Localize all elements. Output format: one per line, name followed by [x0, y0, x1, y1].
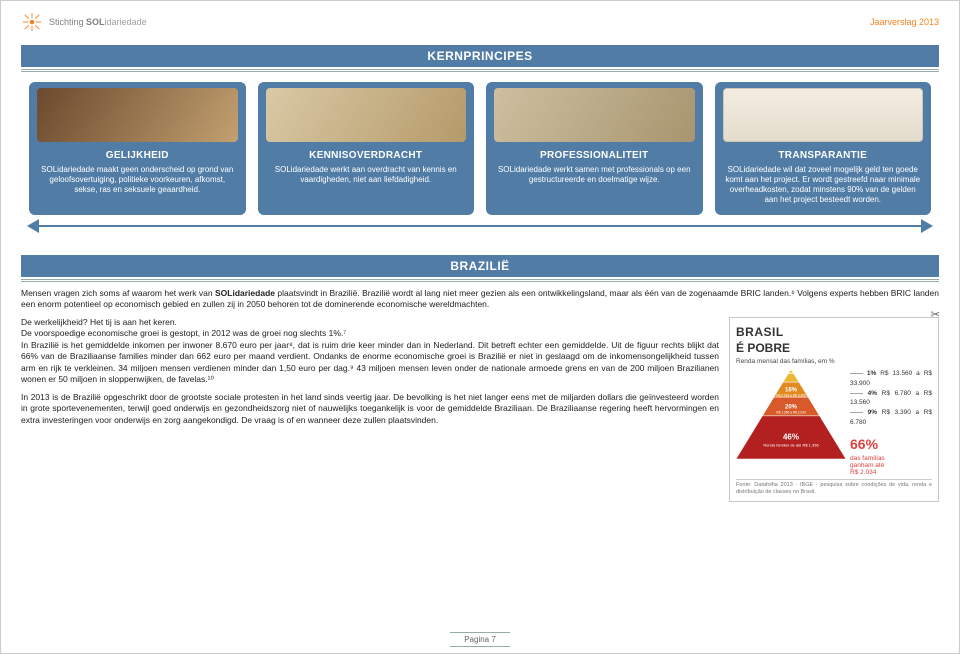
- pyramid-desc: Renda mensal das famílias, em %: [736, 358, 932, 366]
- card-title: TRANSPARANTIE: [778, 150, 867, 161]
- pyramid-footnote: Fonte: Datafolha 2013 · IBGE · pesquisa …: [736, 479, 932, 497]
- divider: [21, 279, 939, 282]
- page-number: Pagina 7: [450, 632, 510, 647]
- pyramid-legend-row: —— 4% R$ 6.780 a R$ 13.560: [850, 389, 932, 409]
- pyramid-legend: —— 1% R$ 13.560 a R$ 33.900—— 4% R$ 6.78…: [850, 369, 932, 476]
- org-name: Stichting SOLidariedade: [49, 17, 147, 27]
- pyramid-legend-row: —— 1% R$ 13.560 a R$ 33.900: [850, 369, 932, 389]
- divider: [21, 69, 939, 72]
- pyramid-infographic: ✂ BRASIL É POBRE Renda mensal das famíli…: [729, 317, 939, 502]
- card-gelijkheid: GELIJKHEID SOLidariedade maakt geen onde…: [29, 82, 246, 215]
- paragraph: In 2013 is de Brazilië opgeschrikt door …: [21, 392, 719, 426]
- card-image: [266, 88, 467, 142]
- card-title: KENNISOVERDRACHT: [309, 150, 422, 161]
- pyramid-chart: 16%R$ 2.034 a R$ 3.39020%R$ 1.356 a R$ 2…: [736, 369, 846, 461]
- principle-cards-row: GELIJKHEID SOLidariedade maakt geen onde…: [21, 82, 939, 233]
- paragraph: De werkelijkheid? Het tij is aan het ker…: [21, 317, 719, 386]
- svg-text:Renda familiar de até R$ 1.356: Renda familiar de até R$ 1.356: [763, 443, 819, 448]
- logo-block: Stichting SOLidariedade: [21, 11, 147, 33]
- pyramid-subtitle: É POBRE: [736, 340, 932, 356]
- section-brazilie: BRAZILIË: [21, 255, 939, 282]
- svg-text:R$ 1.356 a R$ 2.034: R$ 1.356 a R$ 2.034: [776, 411, 806, 415]
- page-footer: Pagina 7: [1, 629, 959, 647]
- card-transparantie: TRANSPARANTIE SOLidariedade wil dat zove…: [715, 82, 932, 215]
- callout-text: das famílias ganham até R$ 2.034: [850, 455, 932, 476]
- card-image: [37, 88, 238, 142]
- brazil-body: Mensen vragen zich soms af waarom het we…: [21, 288, 939, 502]
- section-kernprincipes: KERNPRINCIPES: [21, 45, 939, 72]
- card-kennisoverdracht: KENNISOVERDRACHT SOLidariedade werkt aan…: [258, 82, 475, 215]
- card-body: SOLidariedade werkt aan overdracht van k…: [266, 165, 467, 185]
- card-title: PROFESSIONALITEIT: [540, 150, 648, 161]
- pyramid-title: BRASIL: [736, 324, 932, 340]
- card-body: SOLidariedade werkt samen met profession…: [494, 165, 695, 185]
- section-title: KERNPRINCIPES: [21, 45, 939, 67]
- card-body: SOLidariedade maakt geen onderscheid op …: [37, 165, 238, 195]
- double-arrow-icon: [27, 219, 933, 233]
- callout-pct: 66%: [850, 434, 932, 455]
- card-body: SOLidariedade wil dat zoveel mogelijk ge…: [723, 165, 924, 205]
- card-image: [723, 88, 924, 142]
- paragraph: Mensen vragen zich soms af waarom het we…: [21, 288, 939, 311]
- page: Stichting SOLidariedade Jaarverslag 2013…: [0, 0, 960, 654]
- svg-text:46%: 46%: [783, 433, 799, 442]
- logo-star-icon: [21, 11, 43, 33]
- card-title: GELIJKHEID: [106, 150, 169, 161]
- card-image: [494, 88, 695, 142]
- section-title: BRAZILIË: [21, 255, 939, 277]
- pyramid-legend-row: —— 9% R$ 3.390 a R$ 6.780: [850, 408, 932, 428]
- card-professionaliteit: PROFESSIONALITEIT SOLidariedade werkt sa…: [486, 82, 703, 215]
- scissors-icon: ✂: [931, 308, 940, 323]
- page-header: Stichting SOLidariedade Jaarverslag 2013: [21, 9, 939, 37]
- year-label: Jaarverslag 2013: [870, 17, 939, 27]
